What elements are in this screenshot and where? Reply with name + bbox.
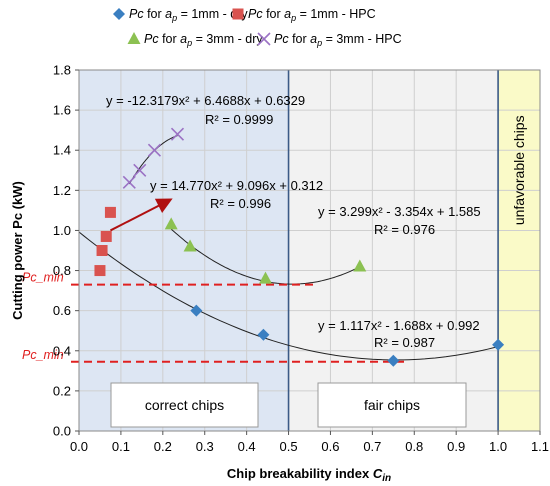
y-tick-4: 0.8 bbox=[53, 263, 71, 278]
zone-labels: correct chips fair chips unfavorable chips bbox=[110, 115, 527, 428]
point-s0-2 bbox=[387, 354, 400, 367]
y-tick-5: 1.0 bbox=[53, 223, 71, 238]
pc-min-label-1: Pc_min bbox=[22, 348, 64, 362]
x-tick-0: 0.0 bbox=[70, 439, 88, 454]
r2-0: R² = 0.9999 bbox=[205, 112, 273, 127]
legend-label-3: Pc for ap = 3mm - HPC bbox=[274, 32, 402, 48]
point-s0-0 bbox=[190, 304, 203, 317]
r2-3: R² = 0.987 bbox=[374, 335, 435, 350]
zone-0 bbox=[79, 70, 289, 431]
x-tick-9: 0.9 bbox=[447, 439, 465, 454]
y-axis-title: Cutting power Pc (kW) bbox=[10, 181, 25, 320]
equation-0: y = -12.3179x² + 6.4688x + 0.6329 bbox=[106, 93, 305, 108]
legend-marker-0 bbox=[113, 8, 125, 20]
point-s2-0 bbox=[164, 217, 178, 230]
x-axis-title: Chip breakability index Cin bbox=[227, 466, 391, 484]
point-s1-1 bbox=[96, 245, 108, 256]
point-s2-3 bbox=[353, 259, 367, 272]
y-tick-6: 1.2 bbox=[53, 183, 71, 198]
point-s3-3 bbox=[170, 127, 185, 141]
y-tick-9: 1.8 bbox=[53, 63, 71, 78]
point-s0-3 bbox=[492, 338, 505, 351]
point-s2-1 bbox=[183, 239, 197, 252]
y-tick-7: 1.4 bbox=[53, 143, 71, 158]
x-tick-5: 0.5 bbox=[280, 439, 298, 454]
x-tick-2: 0.2 bbox=[154, 439, 172, 454]
point-s2-2 bbox=[258, 271, 272, 284]
point-s3-2 bbox=[147, 143, 162, 157]
label-unfavorable-chips: unfavorable chips bbox=[511, 115, 527, 225]
legend: Pc for ap = 1mm - dry Pc for ap = 1mm - H… bbox=[113, 7, 402, 48]
zone-2 bbox=[498, 70, 540, 431]
x-tick-10: 1.0 bbox=[489, 439, 507, 454]
point-s3-1 bbox=[133, 163, 147, 177]
point-s1-2 bbox=[100, 230, 112, 242]
label-box-correct bbox=[110, 382, 259, 428]
y-tick-8: 1.6 bbox=[53, 103, 71, 118]
axes: 0.0 0.1 0.2 0.3 0.4 0.5 0.6 0.7 0.8 0.9 1.0 1.1 0.0 0… bbox=[10, 63, 549, 485]
x-tick-7: 0.7 bbox=[363, 439, 381, 454]
hpc-arrow bbox=[109, 198, 173, 232]
equation-1: y = 14.770x² + 9.096x + 0.312 bbox=[150, 178, 323, 193]
x-tick-3: 0.3 bbox=[196, 439, 214, 454]
plot-frame bbox=[78, 69, 541, 432]
equation-2: y = 3.299x² - 3.354x + 1.585 bbox=[318, 204, 481, 219]
y-tick-2: 0.4 bbox=[53, 343, 71, 358]
point-s0-1 bbox=[257, 328, 270, 341]
data-markers bbox=[94, 127, 505, 367]
x-tick-4: 0.4 bbox=[238, 439, 256, 454]
point-s1-0 bbox=[94, 265, 106, 277]
legend-label-0: Pc for ap = 1mm - dry bbox=[129, 7, 248, 23]
label-fair-chips: fair chips bbox=[364, 397, 420, 413]
r2-2: R² = 0.976 bbox=[374, 222, 435, 237]
label-correct-chips: correct chips bbox=[145, 397, 224, 413]
pc-min-lines: Pc_min Pc_min bbox=[22, 271, 406, 363]
legend-label-1: Pc for ap = 1mm - HPC bbox=[248, 7, 376, 23]
point-s1-3 bbox=[104, 206, 116, 218]
x-tick-6: 0.6 bbox=[321, 439, 339, 454]
r2-1: R² = 0.996 bbox=[210, 196, 271, 211]
legend-marker-3 bbox=[257, 32, 271, 46]
zone-backgrounds bbox=[79, 70, 540, 431]
pc-min-label-0: Pc_min bbox=[22, 271, 64, 285]
legend-marker-2 bbox=[127, 32, 141, 44]
y-tick-3: 0.6 bbox=[53, 303, 71, 318]
point-s3-0 bbox=[122, 175, 136, 189]
equations: y = -12.3179x² + 6.4688x + 0.6329 R² = 0.… bbox=[106, 93, 481, 350]
arrow-line bbox=[109, 198, 173, 232]
x-tick-8: 0.8 bbox=[405, 439, 423, 454]
y-tick-1: 0.2 bbox=[53, 383, 71, 398]
legend-marker-1 bbox=[232, 8, 244, 20]
label-box-fair bbox=[317, 382, 467, 428]
equation-3: y = 1.117x² - 1.688x + 0.992 bbox=[318, 318, 480, 333]
y-tick-0: 0.0 bbox=[53, 424, 71, 439]
legend-label-2: Pc for ap = 3mm - dry bbox=[144, 32, 263, 48]
x-tick-11: 1.1 bbox=[531, 439, 549, 454]
trendline-0 bbox=[78, 231, 499, 361]
zone-1 bbox=[288, 70, 499, 431]
zone-borders bbox=[287, 70, 499, 431]
x-tick-1: 0.1 bbox=[112, 439, 130, 454]
